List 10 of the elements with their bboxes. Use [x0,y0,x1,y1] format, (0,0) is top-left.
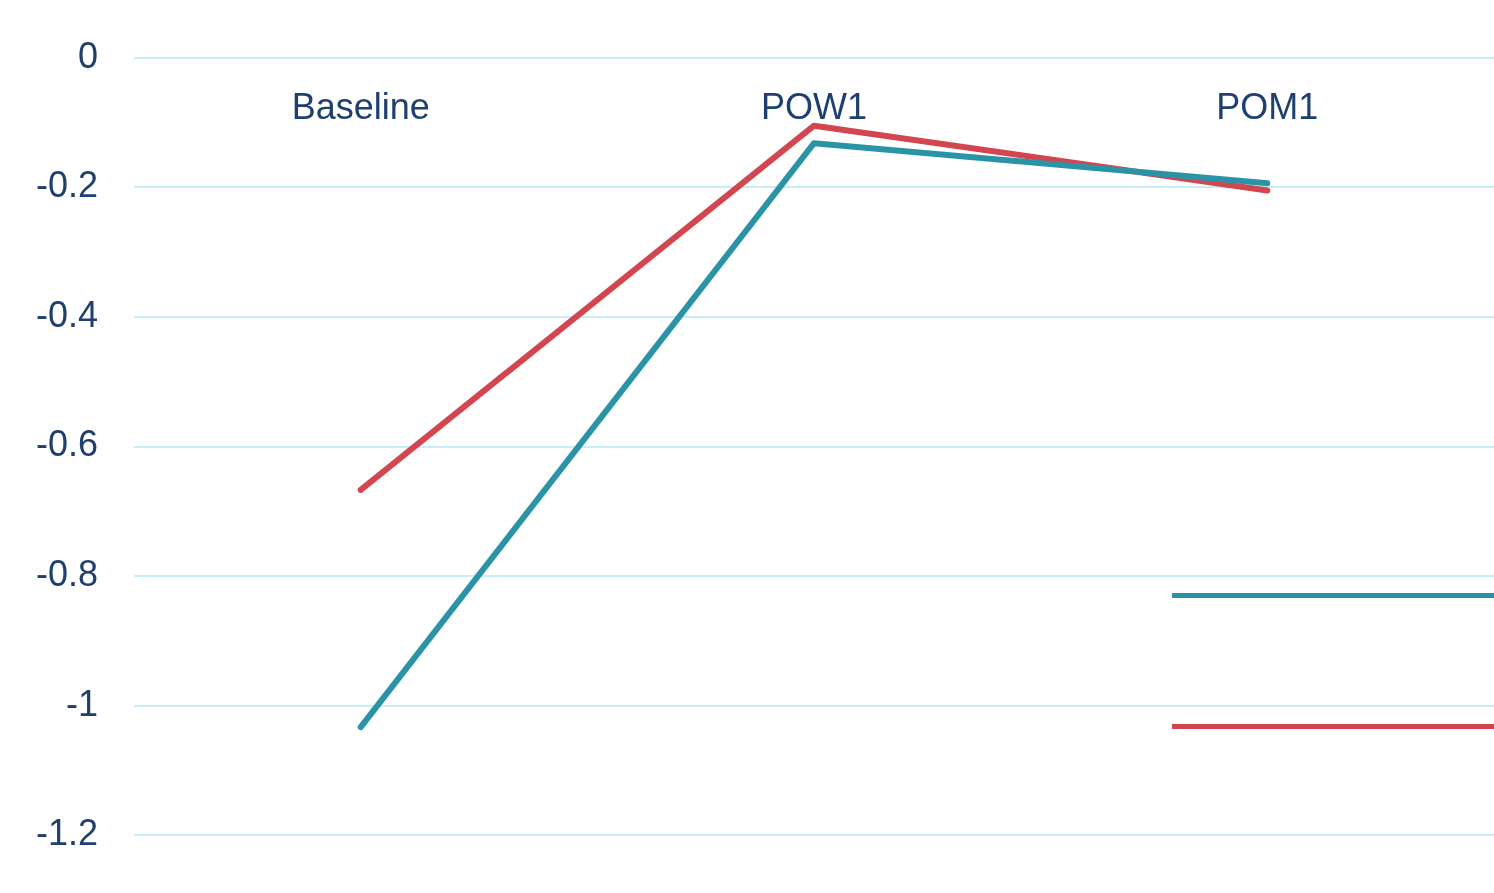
y-tick-label: 0 [78,34,99,76]
y-tick-label: -0.8 [35,553,99,595]
x-tick-label: Baseline [291,86,430,128]
y-tick-label: -0.4 [35,293,99,335]
y-tick-label: -1.2 [35,812,99,854]
x-tick-label: POW1 [761,86,868,128]
y-tick-label: -0.6 [35,423,99,465]
y-tick-label: -1 [66,682,99,724]
y-tick-label: -0.2 [35,164,99,206]
x-tick-label: POM1 [1216,86,1319,128]
